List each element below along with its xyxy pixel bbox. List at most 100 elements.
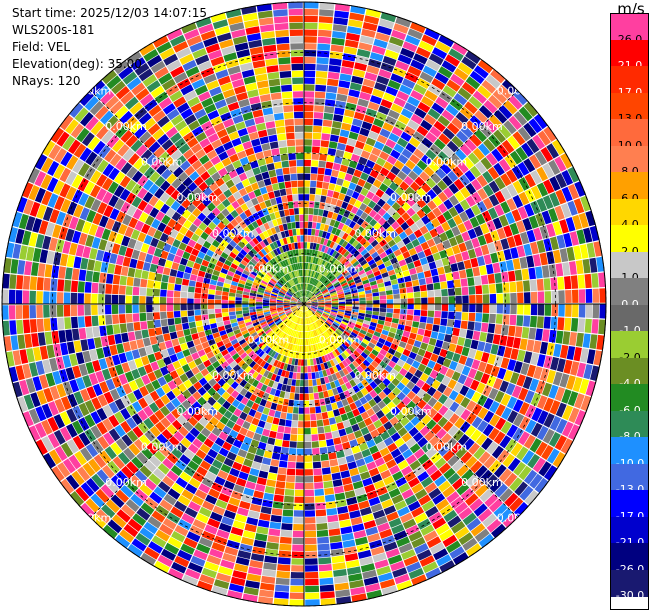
velocity-gate (449, 360, 458, 371)
velocity-gate (339, 73, 352, 82)
velocity-gate (312, 379, 317, 386)
velocity-gate (316, 311, 322, 316)
velocity-gate (237, 283, 245, 288)
velocity-gate (327, 514, 339, 523)
velocity-gate (132, 401, 143, 413)
velocity-gate (349, 371, 357, 379)
velocity-gate (441, 304, 449, 311)
velocity-gate (564, 317, 572, 331)
velocity-gate (256, 382, 264, 390)
velocity-gate (458, 434, 470, 446)
velocity-gate (260, 582, 275, 591)
velocity-gate (443, 467, 456, 480)
velocity-gate (399, 416, 410, 427)
velocity-gate (427, 397, 438, 408)
velocity-gate (290, 322, 295, 329)
velocity-gate (345, 559, 360, 569)
velocity-gate (477, 361, 487, 373)
velocity-gate (329, 359, 336, 367)
velocity-gate (343, 448, 353, 457)
velocity-gate (411, 506, 425, 518)
velocity-gate (317, 215, 323, 223)
velocity-gate (265, 347, 272, 354)
velocity-gate (351, 423, 360, 432)
velocity-gate (502, 314, 510, 325)
velocity-gate (208, 309, 215, 314)
velocity-gate (332, 163, 341, 171)
velocity-gate (499, 468, 512, 483)
velocity-gate (314, 91, 326, 99)
velocity-gate (291, 56, 303, 64)
velocity-gate (82, 462, 96, 477)
velocity-gate (274, 318, 281, 323)
velocity-gate (215, 421, 226, 431)
velocity-gate (318, 564, 332, 572)
velocity-gate (370, 318, 378, 324)
velocity-gate (306, 311, 309, 317)
velocity-gate (356, 335, 364, 342)
velocity-gate (286, 468, 296, 476)
velocity-gate (297, 310, 301, 317)
velocity-gate (78, 432, 91, 447)
velocity-gate (325, 305, 332, 307)
velocity-gate (290, 329, 294, 336)
velocity-gate (439, 560, 455, 573)
velocity-gate (98, 239, 108, 251)
velocity-gate (333, 332, 340, 338)
velocity-gate (65, 228, 75, 242)
velocity-gate (409, 460, 421, 471)
velocity-gate (304, 304, 311, 308)
velocity-gate (266, 330, 273, 337)
velocity-gate (250, 353, 258, 361)
velocity-gate (245, 414, 254, 424)
velocity-gate (294, 309, 300, 315)
velocity-gate (304, 214, 309, 222)
velocity-gate (300, 331, 303, 339)
velocity-gate (290, 304, 297, 306)
velocity-gate (373, 345, 382, 353)
velocity-gate (445, 437, 457, 449)
velocity-gate (126, 417, 137, 430)
velocity-gate (243, 332, 250, 339)
velocity-gate (299, 207, 304, 215)
velocity-gate (149, 263, 158, 273)
velocity-gate (372, 311, 380, 316)
velocity-gate (320, 591, 335, 599)
velocity-gate (175, 459, 187, 471)
velocity-gate (55, 239, 65, 253)
velocity-gate (260, 343, 267, 350)
velocity-gate (318, 160, 326, 168)
velocity-gate (304, 428, 311, 435)
velocity-gate (314, 336, 319, 344)
velocity-gate (333, 17, 348, 26)
velocity-gate (263, 362, 270, 370)
velocity-gate (85, 327, 94, 339)
velocity-gate (30, 392, 41, 408)
velocity-gate (277, 321, 284, 327)
velocity-gate (261, 143, 271, 151)
velocity-gate (130, 475, 143, 488)
velocity-gate (451, 521, 466, 534)
velocity-gate (523, 315, 531, 327)
velocity-gate (166, 304, 174, 312)
velocity-gate (368, 325, 376, 331)
velocity-gate (524, 490, 539, 506)
velocity-gate (304, 530, 317, 538)
velocity-gate (304, 407, 310, 414)
velocity-gate (411, 574, 427, 586)
velocity-gate (274, 161, 282, 170)
velocity-gate (99, 272, 107, 284)
velocity-gate (330, 541, 343, 550)
velocity-gate (323, 112, 334, 121)
velocity-gate (282, 167, 290, 175)
velocity-gate (73, 256, 82, 269)
velocity-gate (311, 315, 317, 322)
velocity-gate (324, 168, 332, 176)
velocity-gate (478, 533, 495, 548)
velocity-gate (216, 281, 224, 287)
velocity-gate (501, 407, 512, 420)
velocity-gate (281, 523, 293, 531)
velocity-gate (217, 396, 226, 406)
velocity-gate (197, 406, 208, 417)
velocity-gate (304, 187, 310, 194)
